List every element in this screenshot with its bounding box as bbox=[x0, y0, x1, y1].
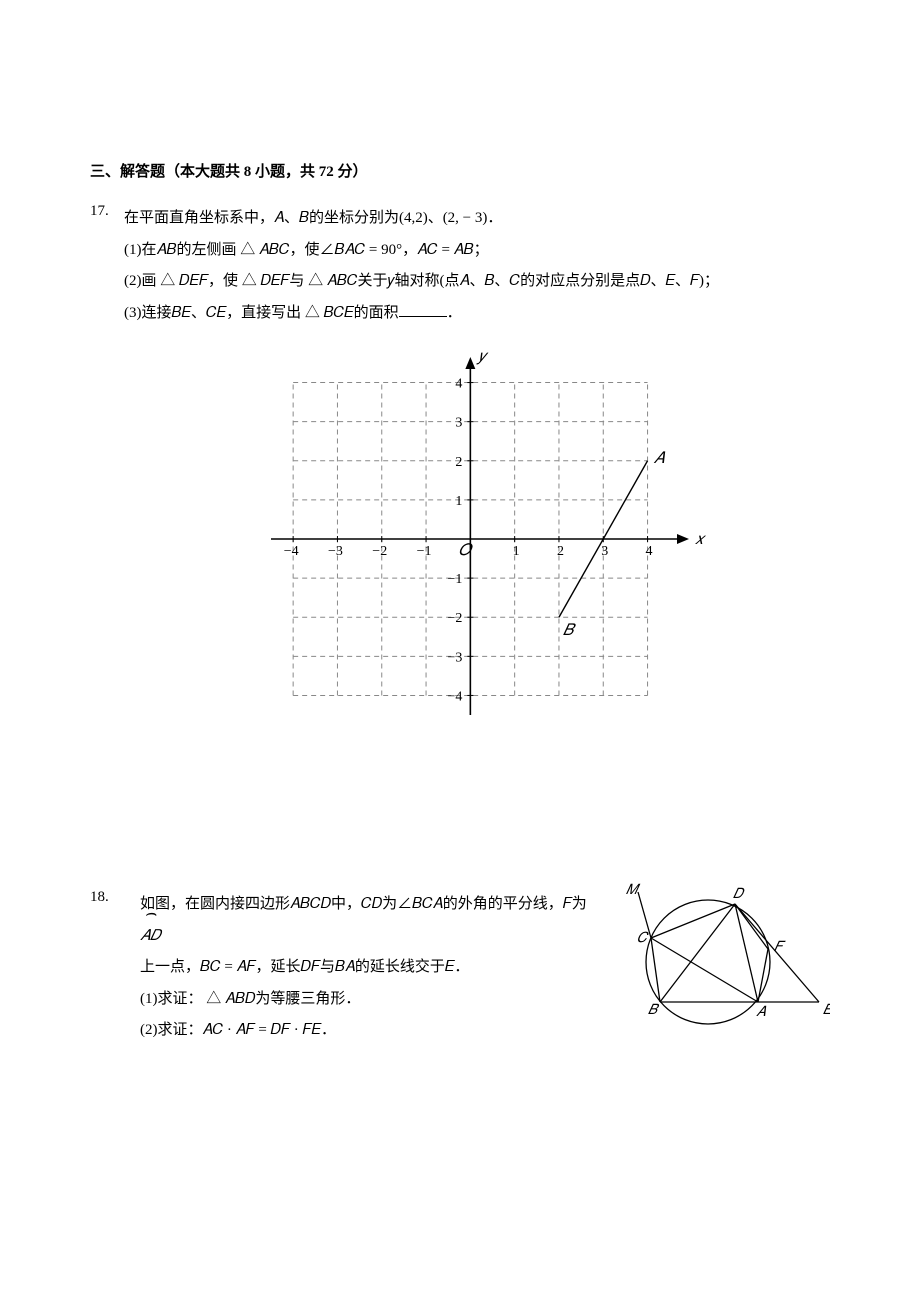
svg-text:−4: −4 bbox=[447, 689, 462, 704]
svg-text:4: 4 bbox=[646, 544, 653, 559]
svg-text:𝐸: 𝐸 bbox=[823, 1003, 830, 1018]
svg-text:𝐹: 𝐹 bbox=[774, 940, 786, 955]
problem-18: 18. 如图，在圆内接四边形𝐴𝐵𝐶𝐷中，𝐶𝐷为∠𝐵𝐶𝐴的外角的平分线，𝐹为 𝐴𝐷 … bbox=[90, 889, 830, 1047]
svg-text:𝐵: 𝐵 bbox=[563, 622, 576, 639]
svg-text:−1: −1 bbox=[417, 544, 432, 559]
problem-18-line2: 上一点，𝐵𝐶 = 𝐴𝐹，延长𝐷𝐹与𝐵𝐴的延长线交于𝐸． bbox=[140, 952, 604, 984]
problem-18-part2: (2)求证：𝐴𝐶 · 𝐴𝐹 = 𝐷𝐹 · 𝐹𝐸． bbox=[140, 1015, 604, 1047]
svg-text:3: 3 bbox=[455, 416, 462, 431]
svg-text:𝐶: 𝐶 bbox=[637, 931, 650, 946]
svg-text:𝑥: 𝑥 bbox=[695, 531, 707, 548]
svg-text:3: 3 bbox=[601, 544, 608, 559]
svg-text:𝐴: 𝐴 bbox=[756, 1005, 767, 1020]
svg-text:2: 2 bbox=[557, 544, 564, 559]
section-header: 三、解答题（本大题共 8 小题，共 72 分） bbox=[90, 160, 830, 181]
svg-text:𝐵: 𝐵 bbox=[648, 1003, 660, 1018]
problem-17: 17. 在平面直角坐标系中，𝐴、𝐵的坐标分别为(4,2)、(2, − 3)． (… bbox=[90, 203, 830, 739]
arc-AD: 𝐴𝐷 bbox=[140, 921, 160, 953]
problem-17-part3-b: ． bbox=[447, 305, 462, 321]
problem-17-part3: (3)连接𝐵𝐸、𝐶𝐸，直接写出 △ 𝐵𝐶𝐸的面积 ． bbox=[124, 298, 830, 330]
svg-text:−3: −3 bbox=[328, 544, 343, 559]
geometry-figure: 𝑀𝐷𝐶𝐹𝐵𝐴𝐸 bbox=[620, 877, 830, 1047]
svg-text:−3: −3 bbox=[447, 650, 462, 665]
svg-text:−1: −1 bbox=[447, 572, 462, 587]
problem-18-part1: (1)求证： △ 𝐴𝐵𝐷为等腰三角形． bbox=[140, 984, 604, 1016]
svg-text:𝐴: 𝐴 bbox=[654, 450, 666, 467]
coordinate-grid-figure: −4−3−2−11234−4−3−2−11234𝑂𝑥𝑦𝐴𝐵 bbox=[247, 339, 707, 739]
svg-text:4: 4 bbox=[455, 377, 462, 392]
blank-underline bbox=[399, 302, 447, 317]
problem-17-body: 在平面直角坐标系中，𝐴、𝐵的坐标分别为(4,2)、(2, − 3)． (1)在𝐴… bbox=[124, 203, 830, 739]
problem-17-intro: 在平面直角坐标系中，𝐴、𝐵的坐标分别为(4,2)、(2, − 3)． bbox=[124, 203, 830, 235]
svg-text:−2: −2 bbox=[372, 544, 387, 559]
problem-18-line1-a: 如图，在圆内接四边形𝐴𝐵𝐶𝐷中，𝐶𝐷为∠𝐵𝐶𝐴的外角的平分线，𝐹为 bbox=[140, 896, 587, 912]
svg-text:2: 2 bbox=[455, 455, 462, 470]
svg-text:−4: −4 bbox=[284, 544, 299, 559]
svg-text:1: 1 bbox=[455, 494, 462, 509]
problem-18-body: 如图，在圆内接四边形𝐴𝐵𝐶𝐷中，𝐶𝐷为∠𝐵𝐶𝐴的外角的平分线，𝐹为 𝐴𝐷 上一点，… bbox=[140, 889, 604, 1047]
svg-text:𝐷: 𝐷 bbox=[733, 887, 745, 902]
problem-17-part2: (2)画 △ 𝐷𝐸𝐹，使 △ 𝐷𝐸𝐹与 △ 𝐴𝐵𝐶关于𝑦轴对称(点𝐴、𝐵、𝐶的对… bbox=[124, 266, 830, 298]
problem-17-part1: (1)在𝐴𝐵的左侧画 △ 𝐴𝐵𝐶，使∠𝐵𝐴𝐶 = 90°，𝐴𝐶 = 𝐴𝐵； bbox=[124, 235, 830, 267]
svg-text:𝑦: 𝑦 bbox=[475, 348, 489, 365]
problem-18-line1: 如图，在圆内接四边形𝐴𝐵𝐶𝐷中，𝐶𝐷为∠𝐵𝐶𝐴的外角的平分线，𝐹为 𝐴𝐷 bbox=[140, 889, 604, 952]
svg-text:−2: −2 bbox=[447, 611, 462, 626]
problem-17-number: 17. bbox=[90, 203, 124, 739]
svg-text:1: 1 bbox=[513, 544, 520, 559]
problem-17-part3-a: (3)连接𝐵𝐸、𝐶𝐸，直接写出 △ 𝐵𝐶𝐸的面积 bbox=[124, 305, 399, 321]
problem-18-number: 18. bbox=[90, 889, 124, 906]
